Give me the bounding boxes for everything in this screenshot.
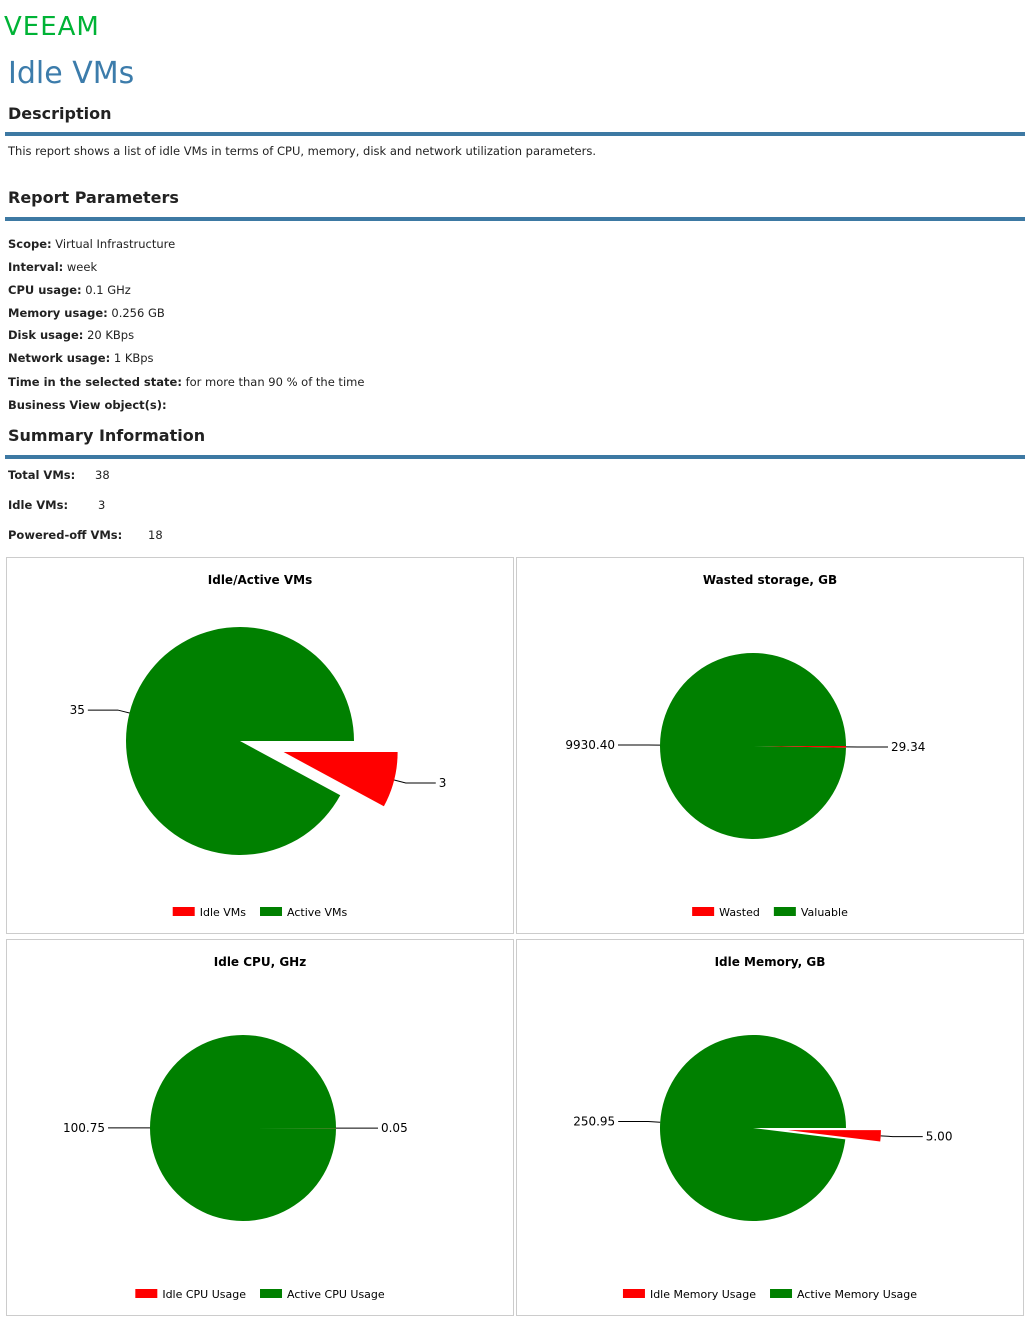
pie-slice [283, 752, 398, 807]
section-heading: Report Parameters [8, 188, 179, 207]
section-rule [5, 455, 1025, 459]
description-text: This report shows a list of idle VMs in … [8, 144, 596, 158]
parameter-label: Disk usage: [8, 328, 84, 342]
legend-label: Idle Memory Usage [650, 1288, 756, 1301]
section-heading: Summary Information [8, 426, 206, 445]
parameter-label: CPU usage: [8, 283, 82, 297]
parameter-value: week [66, 260, 98, 274]
parameter-value: 1 KBps [113, 351, 154, 365]
legend-swatch [692, 907, 715, 916]
parameter-label: Scope: [8, 237, 52, 251]
data-label: 250.95 [573, 1115, 615, 1129]
section-rule [5, 217, 1025, 221]
chart: Wasted storage, GB 29.34 9930.40 Wasted Valu… [565, 573, 925, 919]
parameter-label: Interval: [8, 260, 64, 274]
pie-slice [126, 627, 354, 855]
parameter-label: Time in the selected state: [8, 375, 182, 389]
chart: Idle Memory, GB 5.00 250.95 Idle Memory Usa… [573, 955, 953, 1301]
legend: Idle CPU Usage Active CPU Usage [135, 1288, 385, 1301]
legend-label: Active Memory Usage [797, 1288, 917, 1301]
chart-panel: Idle/Active VMs 3 35 Idle VMs Active VMs [6, 557, 514, 934]
parameter-value: for more than 90 % of the time [185, 375, 365, 389]
legend: Wasted Valuable [692, 906, 848, 919]
legend-label: Idle CPU Usage [162, 1288, 246, 1301]
legend-label: Valuable [801, 906, 848, 919]
chart: Idle CPU, GHz 0.05 100.75 Idle CPU Usage Act… [63, 955, 408, 1301]
legend-swatch [135, 1289, 158, 1298]
parameter-label: Network usage: [8, 351, 111, 365]
parameter-label: Memory usage: [8, 306, 108, 320]
summary-value: 18 [148, 528, 163, 542]
data-label: 3 [439, 776, 447, 790]
summary-label: Idle VMs: [8, 498, 69, 512]
section-heading: Description [8, 104, 112, 123]
leader-line [618, 1121, 661, 1123]
data-label: 5.00 [926, 1130, 953, 1144]
pie-slice [150, 1034, 337, 1221]
parameter-row: CPU usage: 0.1 GHz [8, 283, 131, 297]
leader-line [87, 709, 130, 714]
legend-swatch [773, 907, 796, 916]
legend-label: Active VMs [287, 906, 348, 919]
parameter-row: Scope: Virtual Infrastructure [8, 237, 175, 251]
pie-slice [753, 746, 846, 748]
legend-swatch [770, 1289, 793, 1298]
chart-panel: Wasted storage, GB 29.34 9930.40 Wasted Valu… [516, 557, 1024, 934]
parameter-row: Memory usage: 0.256 GB [8, 306, 165, 320]
legend: Idle VMs Active VMs [172, 906, 348, 919]
legend-label: Active CPU Usage [287, 1288, 385, 1301]
legend: Idle Memory Usage Active Memory Usage [622, 1288, 917, 1301]
report-title: Idle VMs [8, 56, 135, 91]
chart-title: Idle Memory, GB [715, 955, 826, 969]
parameter-row: Time in the selected state: for more tha… [8, 375, 364, 389]
chart-panel: Idle CPU, GHz 0.05 100.75 Idle CPU Usage Act… [6, 939, 514, 1316]
data-label: 0.05 [381, 1121, 408, 1135]
parameter-row: Business View object(s): [8, 398, 167, 412]
summary-label: Powered-off VMs: [8, 528, 123, 542]
parameter-value: 20 KBps [87, 328, 135, 342]
parameter-value: 0.256 GB [111, 306, 165, 320]
logo: VEEAM [4, 12, 100, 42]
section-rule [5, 132, 1025, 136]
chart-title: Idle/Active VMs [208, 573, 312, 587]
data-label: 35 [70, 703, 85, 717]
pie-slice [660, 1035, 846, 1222]
legend-label: Idle VMs [200, 906, 247, 919]
legend-swatch [260, 1289, 283, 1298]
data-label: 9930.40 [565, 738, 615, 752]
summary-label: Total VMs: [8, 468, 76, 482]
data-label: 100.75 [63, 1121, 105, 1135]
legend-swatch [260, 907, 283, 916]
legend-swatch [172, 907, 195, 916]
summary-value: 3 [98, 498, 106, 512]
leader-line [394, 779, 436, 784]
summary-value: 38 [95, 468, 110, 482]
chart: Idle/Active VMs 3 35 Idle VMs Active VMs [70, 573, 447, 919]
parameter-row: Disk usage: 20 KBps [8, 328, 134, 342]
pie-slice [787, 1130, 881, 1142]
parameter-label: Business View object(s): [8, 398, 167, 412]
chart-title: Wasted storage, GB [703, 573, 837, 587]
legend-label: Wasted [719, 906, 760, 919]
data-label: 29.34 [891, 740, 925, 754]
parameter-value: 0.1 GHz [85, 283, 131, 297]
chart-panel: Idle Memory, GB 5.00 250.95 Idle Memory Usa… [516, 939, 1024, 1316]
leader-line [880, 1135, 923, 1138]
parameter-value: Virtual Infrastructure [55, 237, 176, 251]
legend-swatch [622, 1289, 645, 1298]
pie-slice [660, 653, 846, 840]
parameter-row: Network usage: 1 KBps [8, 351, 154, 365]
chart-title: Idle CPU, GHz [214, 955, 306, 969]
parameter-row: Interval: week [8, 260, 97, 274]
